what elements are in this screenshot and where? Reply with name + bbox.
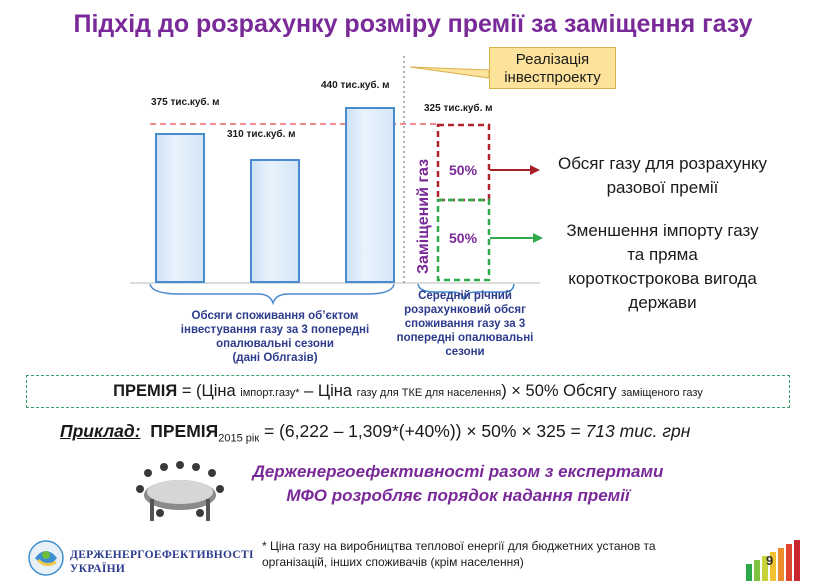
formula-minus: – Ціна: [299, 382, 357, 400]
caption-right-line-3: споживання газу за 3: [404, 318, 526, 330]
chart-bar: [155, 133, 205, 283]
callout-line-1: Реалізація: [515, 51, 590, 68]
caption-right-line-4: попередні опалювальні: [396, 332, 534, 344]
agency-logo-icon: [28, 540, 64, 576]
agency-logo-text: ДЕРЖЕНЕРГОЕФЕКТИВНОСТІ УКРАЇНИ: [70, 548, 254, 576]
bar-label-2: 310 тис.куб. м: [227, 129, 296, 140]
experts-note: Держенергоефективності разом з експертам…: [228, 460, 688, 508]
caption-right-line-5: сезони: [445, 346, 485, 358]
footnote: * Ціна газу на виробництва теплової енер…: [262, 538, 692, 570]
page-title: Підхід до розрахунку розміру премії за з…: [73, 10, 753, 38]
caption-left-line-1: Обсяги споживання об’єктом: [191, 310, 359, 322]
example-calculation: Приклад: ПРЕМІЯ2015 рік = (6,222 – 1,309…: [60, 421, 690, 445]
efficiency-bars-icon: [746, 540, 800, 581]
footnote-line-2: організацій, інших споживачів (крім насе…: [262, 555, 524, 569]
premium-formula: ПРЕМІЯ = (Ціна імпорт.газу* – Ціна газу …: [26, 375, 790, 408]
substituted-gas-label: Заміщений газ: [415, 159, 432, 274]
split-label-bottom: 50%: [449, 230, 478, 246]
caption-consumption: Обсяги споживання об’єктом інвестування …: [145, 309, 405, 365]
note-2-line-2: та пряма: [627, 245, 698, 264]
formula-tke-sub: газу для ТКЕ для населення: [356, 387, 502, 399]
note-1-line-1: Обсяг газу для розрахунку: [557, 154, 768, 173]
bar-label-4: 325 тис.куб. м: [424, 103, 493, 114]
bar-label-3: 440 тис.куб. м: [321, 80, 390, 91]
caption-right-line-2: розрахунковий обсяг: [404, 304, 526, 316]
note-2-line-1: Зменшення імпорту газу: [566, 221, 759, 240]
logo-line-2: УКРАЇНИ: [70, 563, 126, 575]
caption-left-line-4: (дані Облгазів): [232, 352, 318, 364]
chart-bar: [345, 107, 395, 283]
formula-import-sub: імпорт.газу*: [240, 387, 300, 399]
example-sub: 2015 рік: [218, 432, 260, 445]
page-number: 9: [766, 553, 774, 568]
example-label: Приклад:: [60, 421, 141, 441]
example-premia: ПРЕМІЯ: [150, 421, 219, 441]
split-label-top: 50%: [449, 162, 478, 178]
formula-times: ) × 50% Обсягу: [501, 382, 622, 400]
example-expr: = (6,222 – 1,309*(+40%)) × 50% × 325 =: [259, 421, 586, 441]
example-result: 713 тис. грн: [585, 421, 691, 441]
experts-line-1: Держенергоефективності разом з експертам…: [252, 462, 664, 481]
caption-left-line-2: інвестування газу за 3 попередні: [180, 324, 370, 336]
note-2-line-3: короткострокова вигода: [568, 269, 757, 288]
footnote-line-1: * Ціна газу на виробництва теплової енер…: [262, 539, 656, 553]
formula-vol-sub: заміщеного газу: [621, 387, 703, 399]
meeting-table-icon: [136, 461, 224, 521]
caption-right-line-1: Середній річний: [418, 290, 512, 302]
caption-left-line-3: опалювальні сезони: [216, 338, 334, 350]
note-import-reduction: Зменшення імпорту газу та пряма короткос…: [535, 219, 790, 315]
formula-premia: ПРЕМІЯ: [113, 382, 178, 400]
investproject-callout: Реалізація інвестпроекту: [489, 47, 616, 89]
note-1-line-2: разової премії: [606, 178, 719, 197]
bar-label-1: 375 тис.куб. м: [151, 97, 220, 108]
chart-bar: [250, 159, 300, 283]
experts-line-2: МФО розробляє порядок надання премії: [286, 486, 630, 505]
formula-eq: = (Ціна: [177, 382, 241, 400]
note-2-line-4: держави: [628, 293, 697, 312]
note-premium-volume: Обсяг газу для розрахунку разової премії: [535, 152, 790, 200]
vertical-label: Заміщений газ: [415, 159, 432, 274]
callout-line-2: інвестпроекту: [504, 69, 601, 86]
caption-average: Середній річний розрахунковий обсяг спож…: [375, 289, 555, 359]
logo-line-1: ДЕРЖЕНЕРГОЕФЕКТИВНОСТІ: [70, 549, 254, 561]
